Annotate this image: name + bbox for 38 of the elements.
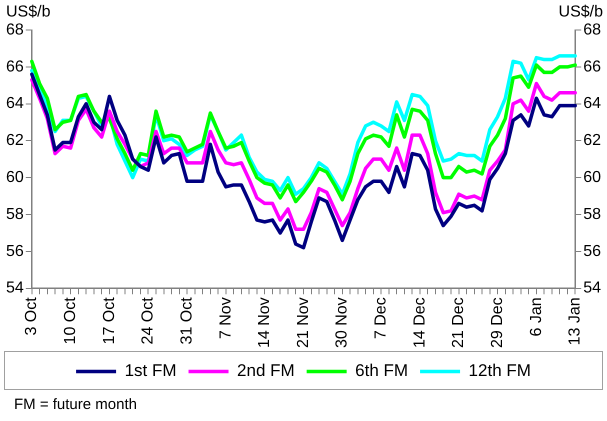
x-tick-label: 7 Nov [217,297,234,340]
x-tick-label: 13 Jan [566,297,584,346]
x-tick-label: 31 Oct [178,296,196,344]
y-tick-label: 66 [6,58,24,76]
y-tick-label: 54 [6,280,24,297]
legend-label: 2nd FM [237,361,295,380]
x-tick-label: 14 Nov [256,297,274,348]
x-tick-label: 7 Dec [372,297,390,340]
y-tick-label: 60 [6,169,24,186]
text: FM = future month [14,396,137,413]
y2-tick-label: 58 [583,206,602,223]
y2-tick-label: 66 [583,58,602,76]
x-tick-label: 3 Oct [23,296,40,336]
x-tick-label: 6 Jan [528,297,545,336]
legend-label: 6th FM [355,361,408,380]
x-tick-label: 14 Dec [411,297,428,348]
x-tick-label: 24 Oct [140,296,157,344]
y2-tick-label: 62 [583,132,602,150]
x-tick-label: 29 Dec [488,297,506,348]
y2-tick-label: 68 [583,21,602,38]
x-tick-label: 17 Oct [100,296,118,344]
y2-tick-label: 64 [583,95,602,112]
y2-tick-label: 60 [583,169,602,186]
legend-label: 12th FM [468,361,531,380]
y-tick-label: 56 [6,242,24,260]
y-tick-label: 58 [6,206,24,223]
x-tick-label: 10 Oct [62,296,80,344]
legend-label: 1st FM [124,361,177,380]
y2-axis-title: US$/b [558,3,604,20]
x-tick-label: 30 Nov [334,297,351,348]
x-tick-label: 21 Dec [450,297,468,348]
x-tick-label: 21 Nov [294,297,312,348]
y-tick-label: 68 [6,21,24,38]
y-axis-title: US$/b [6,3,51,20]
y2-tick-label: 54 [583,280,602,297]
y-tick-label: 64 [6,95,24,112]
y2-tick-label: 56 [583,242,602,260]
y-tick-label: 62 [6,132,24,150]
